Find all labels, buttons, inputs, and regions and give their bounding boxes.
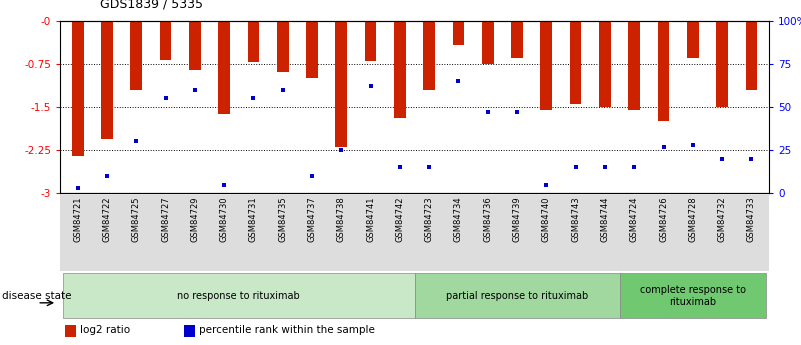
Text: GSM84725: GSM84725: [131, 196, 141, 242]
Bar: [364, 21, 376, 61]
Text: GSM84735: GSM84735: [278, 196, 288, 242]
Text: GSM84739: GSM84739: [513, 196, 521, 242]
Text: GSM84742: GSM84742: [396, 196, 405, 242]
Bar: [72, 21, 83, 156]
FancyBboxPatch shape: [619, 274, 766, 318]
Bar: [218, 21, 230, 114]
Bar: [189, 21, 201, 70]
Text: complete response to
rituximab: complete response to rituximab: [640, 285, 746, 307]
Text: GSM84729: GSM84729: [191, 196, 199, 242]
Bar: [131, 21, 142, 90]
Text: GSM84744: GSM84744: [601, 196, 610, 242]
Bar: [716, 21, 728, 107]
Text: GSM84732: GSM84732: [718, 196, 727, 242]
Text: GSM84723: GSM84723: [425, 196, 433, 242]
Bar: [277, 21, 288, 72]
Bar: [482, 21, 493, 64]
Text: GSM84731: GSM84731: [249, 196, 258, 242]
Bar: [746, 21, 757, 90]
Bar: [570, 21, 582, 104]
Bar: [60, 195, 769, 271]
Text: GSM84741: GSM84741: [366, 196, 375, 242]
Text: percentile rank within the sample: percentile rank within the sample: [199, 325, 375, 335]
Text: GSM84734: GSM84734: [454, 196, 463, 242]
Bar: [306, 21, 318, 78]
Text: GSM84721: GSM84721: [73, 196, 83, 242]
Text: GDS1839 / 5335: GDS1839 / 5335: [100, 0, 203, 10]
Bar: [248, 21, 260, 62]
Bar: [336, 21, 347, 147]
FancyBboxPatch shape: [63, 274, 414, 318]
Bar: [453, 21, 465, 45]
Bar: [159, 21, 171, 60]
Bar: [541, 21, 552, 110]
Text: GSM84728: GSM84728: [688, 196, 698, 242]
Bar: [687, 21, 698, 58]
Text: GSM84733: GSM84733: [747, 196, 756, 242]
Text: GSM84737: GSM84737: [308, 196, 316, 242]
FancyBboxPatch shape: [414, 274, 619, 318]
Text: GSM84727: GSM84727: [161, 196, 170, 242]
Text: GSM84736: GSM84736: [483, 196, 493, 242]
Text: no response to rituximab: no response to rituximab: [177, 291, 300, 301]
Bar: [184, 325, 195, 337]
Bar: [628, 21, 640, 110]
Bar: [423, 21, 435, 90]
Bar: [65, 325, 76, 337]
Bar: [511, 21, 523, 58]
Text: log2 ratio: log2 ratio: [80, 325, 130, 335]
Text: GSM84726: GSM84726: [659, 196, 668, 242]
Bar: [394, 21, 406, 118]
Bar: [658, 21, 670, 121]
Text: disease state: disease state: [2, 291, 71, 301]
Text: GSM84740: GSM84740: [541, 196, 551, 242]
Text: GSM84722: GSM84722: [103, 196, 111, 242]
Bar: [599, 21, 611, 107]
Text: partial response to rituximab: partial response to rituximab: [446, 291, 588, 301]
Bar: [101, 21, 113, 139]
Text: GSM84724: GSM84724: [630, 196, 638, 242]
Text: GSM84743: GSM84743: [571, 196, 580, 242]
Text: GSM84738: GSM84738: [336, 196, 346, 242]
Text: GSM84730: GSM84730: [219, 196, 228, 242]
